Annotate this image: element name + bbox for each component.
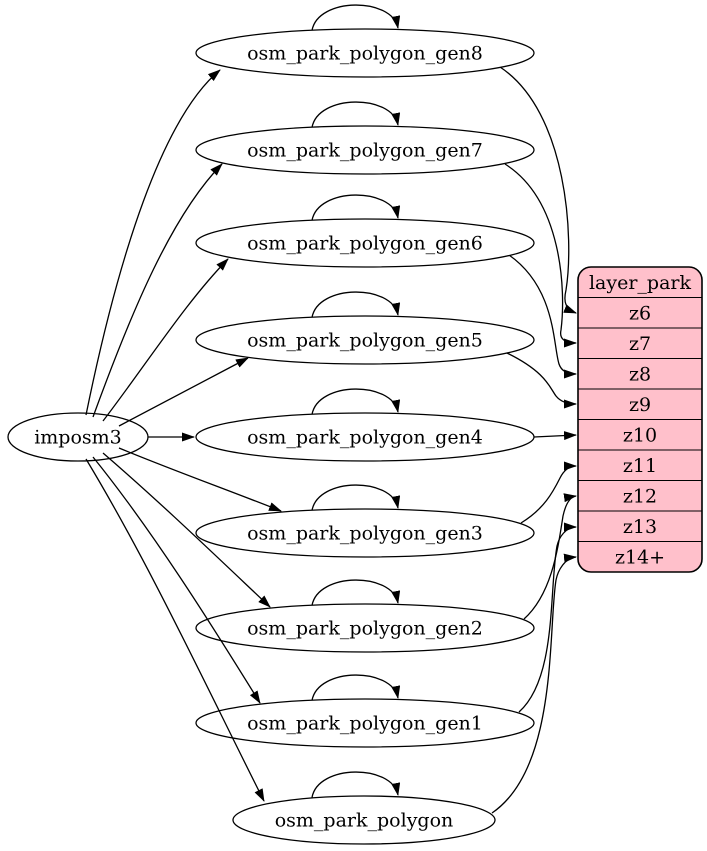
edge-osm_park_polygon_gen6-to-z8 [508,254,577,379]
node-osm_park_polygon_gen1-label: osm_park_polygon_gen1 [247,713,483,735]
table-layer_park: layer_park z6 z7 z8 z9 z10 z11 z12 z13 z14+ [577,266,703,573]
node-osm_park_polygon_gen8-shape [195,28,535,78]
node-osm_park_polygon_gen5-label: osm_park_polygon_gen5 [247,330,483,352]
edge-osm_park_polygon-to-z14+ [491,553,577,814]
edge-imposm3-to-osm_park_polygon_gen3 [118,447,282,512]
table-row-z11: z11 [623,455,657,477]
self-loop-osm_park_polygon_gen6 [311,194,401,221]
table-row-z7: z7 [629,333,651,355]
edge-imposm3-to-osm_park_polygon_gen1 [92,456,261,704]
node-imposm3: imposm3 [7,412,149,462]
node-osm_park_polygon_gen4: osm_park_polygon_gen4 [195,412,535,462]
node-osm_park_polygon_gen2-shape [195,603,535,653]
node-osm_park_polygon_gen8: osm_park_polygon_gen8 [195,28,535,78]
self-loop-osm_park_polygon_gen4 [311,388,401,415]
node-osm_park_polygon_gen8-label: osm_park_polygon_gen8 [247,43,483,65]
node-osm_park_polygon_gen4-label: osm_park_polygon_gen4 [247,427,483,449]
node-imposm3-label: imposm3 [34,427,122,449]
edge-osm_park_polygon_gen7-to-z7 [504,163,577,348]
edge-osm_park_polygon_gen3-to-z11 [520,461,577,524]
table-row-z13: z13 [623,516,657,538]
node-osm_park_polygon_gen6: osm_park_polygon_gen6 [195,218,535,268]
edge-imposm3-to-osm_park_polygon_gen6 [102,258,229,422]
self-loop-osm_park_polygon_gen3 [311,484,401,511]
self-loop-osm_park_polygon [311,771,401,798]
node-osm_park_polygon_gen6-label: osm_park_polygon_gen6 [247,233,483,255]
edge-imposm3-to-osm_park_polygon_gen8 [85,69,221,416]
edge-imposm3-to-osm_park_polygon [85,458,265,802]
edge-osm_park_polygon_gen2-to-z12 [523,493,577,620]
self-loop-osm_park_polygon_gen2 [311,579,401,606]
node-osm_park_polygon_gen3-label: osm_park_polygon_gen3 [247,523,483,545]
self-loop-osm_park_polygon_gen7 [311,101,401,128]
table-row-z9: z9 [629,394,651,416]
node-osm_park_polygon_gen7-shape [195,125,535,175]
node-osm_park_polygon: osm_park_polygon [232,795,496,845]
node-osm_park_polygon_gen7: osm_park_polygon_gen7 [195,125,535,175]
edge-osm_park_polygon_gen4-to-z10 [533,431,577,441]
self-loop-osm_park_polygon_gen5 [311,291,401,318]
table-row-z12: z12 [623,485,657,507]
node-osm_park_polygon_gen6-shape [195,218,535,268]
node-osm_park_polygon_gen1-shape [195,698,535,748]
edge-osm_park_polygon_gen1-to-z13 [518,522,577,713]
table-row-z14+: z14+ [615,546,665,568]
self-loop-osm_park_polygon_gen8 [311,4,401,31]
edge-osm_park_polygon_gen8-to-z6 [499,66,577,314]
self-loop-osm_park_polygon_gen1 [311,674,401,701]
node-osm_park_polygon_gen3-shape [195,508,535,558]
edge-imposm3-to-osm_park_polygon_gen7 [92,163,223,418]
table-row-z8: z8 [629,363,651,385]
node-osm_park_polygon_gen5: osm_park_polygon_gen5 [195,315,535,365]
node-osm_park_polygon_gen7-label: osm_park_polygon_gen7 [247,140,483,162]
edge-imposm3-to-osm_park_polygon_gen5 [118,357,249,427]
node-osm_park_polygon_gen2-label: osm_park_polygon_gen2 [247,618,483,640]
node-osm_park_polygon_gen1: osm_park_polygon_gen1 [195,698,535,748]
node-osm_park_polygon-label: osm_park_polygon [275,810,454,832]
table-header-layer_park: layer_park [589,272,692,294]
edge-osm_park_polygon_gen5-to-z9 [506,352,577,409]
table-row-z10: z10 [623,424,657,446]
node-osm_park_polygon_gen2: osm_park_polygon_gen2 [195,603,535,653]
node-osm_park_polygon_gen4-shape [195,412,535,462]
node-osm_park_polygon-shape [232,795,496,845]
edge-imposm3-to-osm_park_polygon_gen2 [102,452,271,608]
node-osm_park_polygon_gen3: osm_park_polygon_gen3 [195,508,535,558]
table-row-z6: z6 [629,302,651,324]
node-osm_park_polygon_gen5-shape [195,315,535,365]
